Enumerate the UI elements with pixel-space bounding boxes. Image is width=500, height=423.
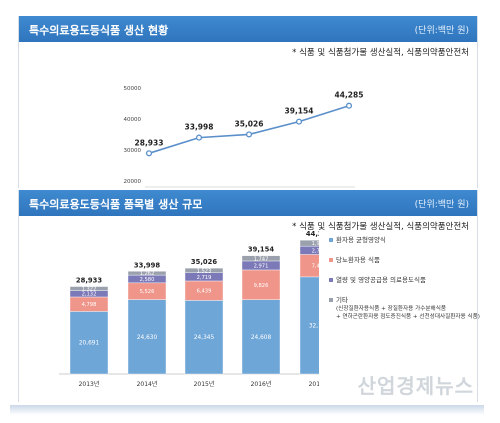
data-point: [295, 118, 303, 125]
bar-segment: [127, 299, 167, 375]
legend-item-diabetes: 당뇨환자용 식품: [329, 254, 380, 264]
data-point: [345, 102, 353, 109]
segment-label: 2,580: [140, 277, 155, 283]
segment-label: 5,526: [140, 289, 155, 295]
segment-label: 2,719: [197, 275, 212, 281]
y-tick-label: 20000: [124, 179, 142, 185]
legend-label-other: 기타: [336, 296, 348, 304]
line-chart-unit: (단위:백만 원): [414, 26, 469, 36]
legend-swatch-other: [329, 298, 333, 302]
legend-item-balanced: 환자용 균형영양식: [329, 234, 386, 244]
y-tick-label: 50000: [124, 86, 142, 92]
bar-segment: [241, 255, 281, 262]
legend-other-detail-1: (신장질환자용식품 + 장질환자용 가수분해식품: [336, 306, 446, 312]
segment-label: 1,322: [82, 287, 97, 293]
line-chart: 2000030000400005000020132014201520162017…: [124, 86, 364, 188]
bar-total-label: 28,933: [76, 277, 102, 285]
segment-label: 2,132: [82, 292, 97, 298]
y-tick-label: 30000: [124, 148, 142, 154]
bar-segment: [299, 239, 319, 247]
segment-label: 1,975: [312, 241, 319, 247]
bar-segment: [184, 267, 224, 273]
bar-segment: [127, 271, 167, 276]
x-tick-label: 2016년: [251, 380, 272, 388]
bar-segment: [69, 311, 109, 375]
segment-label: 24,608: [251, 335, 272, 341]
legend-swatch-diabetes: [329, 258, 333, 262]
x-tick-label: 2017년: [309, 380, 319, 388]
bar-segment: [299, 254, 319, 278]
segment-label: 32,129: [309, 323, 319, 329]
x-tick-label: 2013년: [79, 380, 100, 388]
bar-chart-header: 특수의료용도등식품 품목별 생산 규모 (단위:백만 원): [19, 190, 477, 216]
y-tick-label: 40000: [124, 117, 142, 123]
data-point: [245, 131, 253, 138]
bar-total-label: 39,154: [248, 246, 274, 254]
segment-label: 2,971: [254, 263, 269, 269]
segment-label: 1,523: [197, 268, 212, 274]
segment-label: 20,691: [79, 341, 100, 347]
data-label: 39,154: [285, 107, 314, 116]
x-tick-label: 2014년: [137, 380, 158, 388]
bar-chart-unit: (단위:백만 원): [414, 200, 469, 210]
data-label: 33,998: [185, 123, 214, 132]
legend-other-detail-2: + 연하곤란환자용 점도증진식품 + 선천성대사질환자용 식품): [336, 314, 480, 320]
bar-segment: [241, 269, 281, 300]
line-chart-title: 특수의료용도등식품 생산 현황: [29, 24, 169, 37]
bar-segment: [69, 286, 109, 291]
line-chart-source-note: * 식품 및 식품첨가물 생산실적, 식품의약품안전처: [292, 48, 469, 58]
item-production-panel: 특수의료용도등식품 품목별 생산 규모 (단위:백만 원) * 식품 및 식품첨…: [18, 190, 480, 402]
segment-label: 1,747: [254, 256, 269, 262]
bar-segment: [184, 300, 224, 375]
bar-segment: [299, 276, 319, 375]
bar-chart-source-note: * 식품 및 식품첨가물 생산실적, 식품의약품안전처: [292, 222, 469, 232]
x-tick-label: 2015년: [194, 380, 215, 388]
segment-label: 6,439: [197, 289, 212, 295]
segment-label: 7,415: [312, 264, 319, 270]
bar-total-label: 35,026: [191, 258, 217, 266]
bar-total-label: 44,285: [306, 230, 319, 238]
segment-label: 24,345: [194, 335, 215, 341]
legend-swatch-balanced: [329, 238, 333, 242]
segment-label: 1,262: [140, 271, 155, 277]
legend-item-other: 기타: [329, 294, 348, 304]
bar-chart-title: 특수의료용도등식품 품목별 생산 규모: [29, 198, 203, 211]
bottom-shadow: [10, 405, 484, 415]
line-chart-header: 특수의료용도등식품 생산 현황 (단위:백만 원): [19, 16, 477, 42]
watermark: 산업경제뉴스: [357, 374, 474, 398]
series-line: [148, 104, 350, 155]
production-status-panel: 특수의료용도등식품 생산 현황 (단위:백만 원) * 식품 및 식품첨가물 생…: [18, 16, 478, 188]
segment-label: 9,826: [254, 283, 269, 289]
legend-label-balanced: 환자용 균형영양식: [336, 236, 386, 244]
legend-swatch-calorie: [329, 278, 333, 282]
legend-item-calorie: 열량 및 영양공급용 의료용도식품: [329, 274, 426, 284]
data-point: [145, 150, 153, 157]
bar-segment: [241, 299, 281, 375]
segment-label: 2,766: [312, 248, 319, 254]
bar-segment: [299, 245, 319, 255]
segment-label: 24,630: [137, 335, 158, 341]
legend-label-diabetes: 당뇨환자용 식품: [336, 256, 380, 264]
data-point: [195, 134, 203, 141]
data-label: 44,285: [335, 91, 364, 100]
segment-label: 4,798: [82, 302, 97, 308]
data-label: 35,026: [235, 119, 264, 128]
legend-label-calorie: 열량 및 영양공급용 의료용도식품: [336, 276, 426, 284]
data-label: 28,933: [135, 138, 164, 147]
bar-total-label: 33,998: [134, 261, 160, 269]
